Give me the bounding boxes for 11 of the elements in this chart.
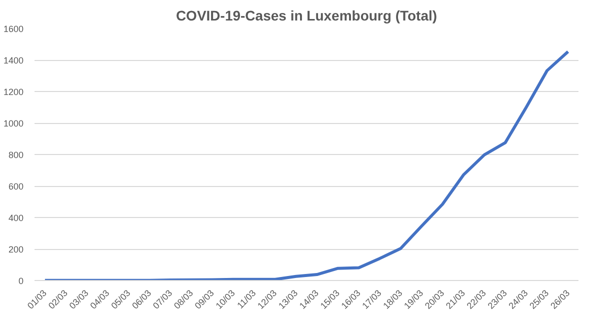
y-tick-label: 400 [8,213,24,223]
line-series [43,50,570,280]
y-tick-label: 1400 [3,56,24,66]
y-tick-label: 1000 [3,118,24,128]
y-tick-label: 0 [18,276,24,286]
chart-title: COVID-19-Cases in Luxembourg (Total) [176,8,438,24]
y-tick-label: 200 [8,244,24,254]
y-tick-label: 1200 [3,87,24,97]
y-tick-label: 1600 [3,24,24,34]
y-tick-label: 600 [8,182,24,192]
y-tick-label: 800 [8,150,24,160]
